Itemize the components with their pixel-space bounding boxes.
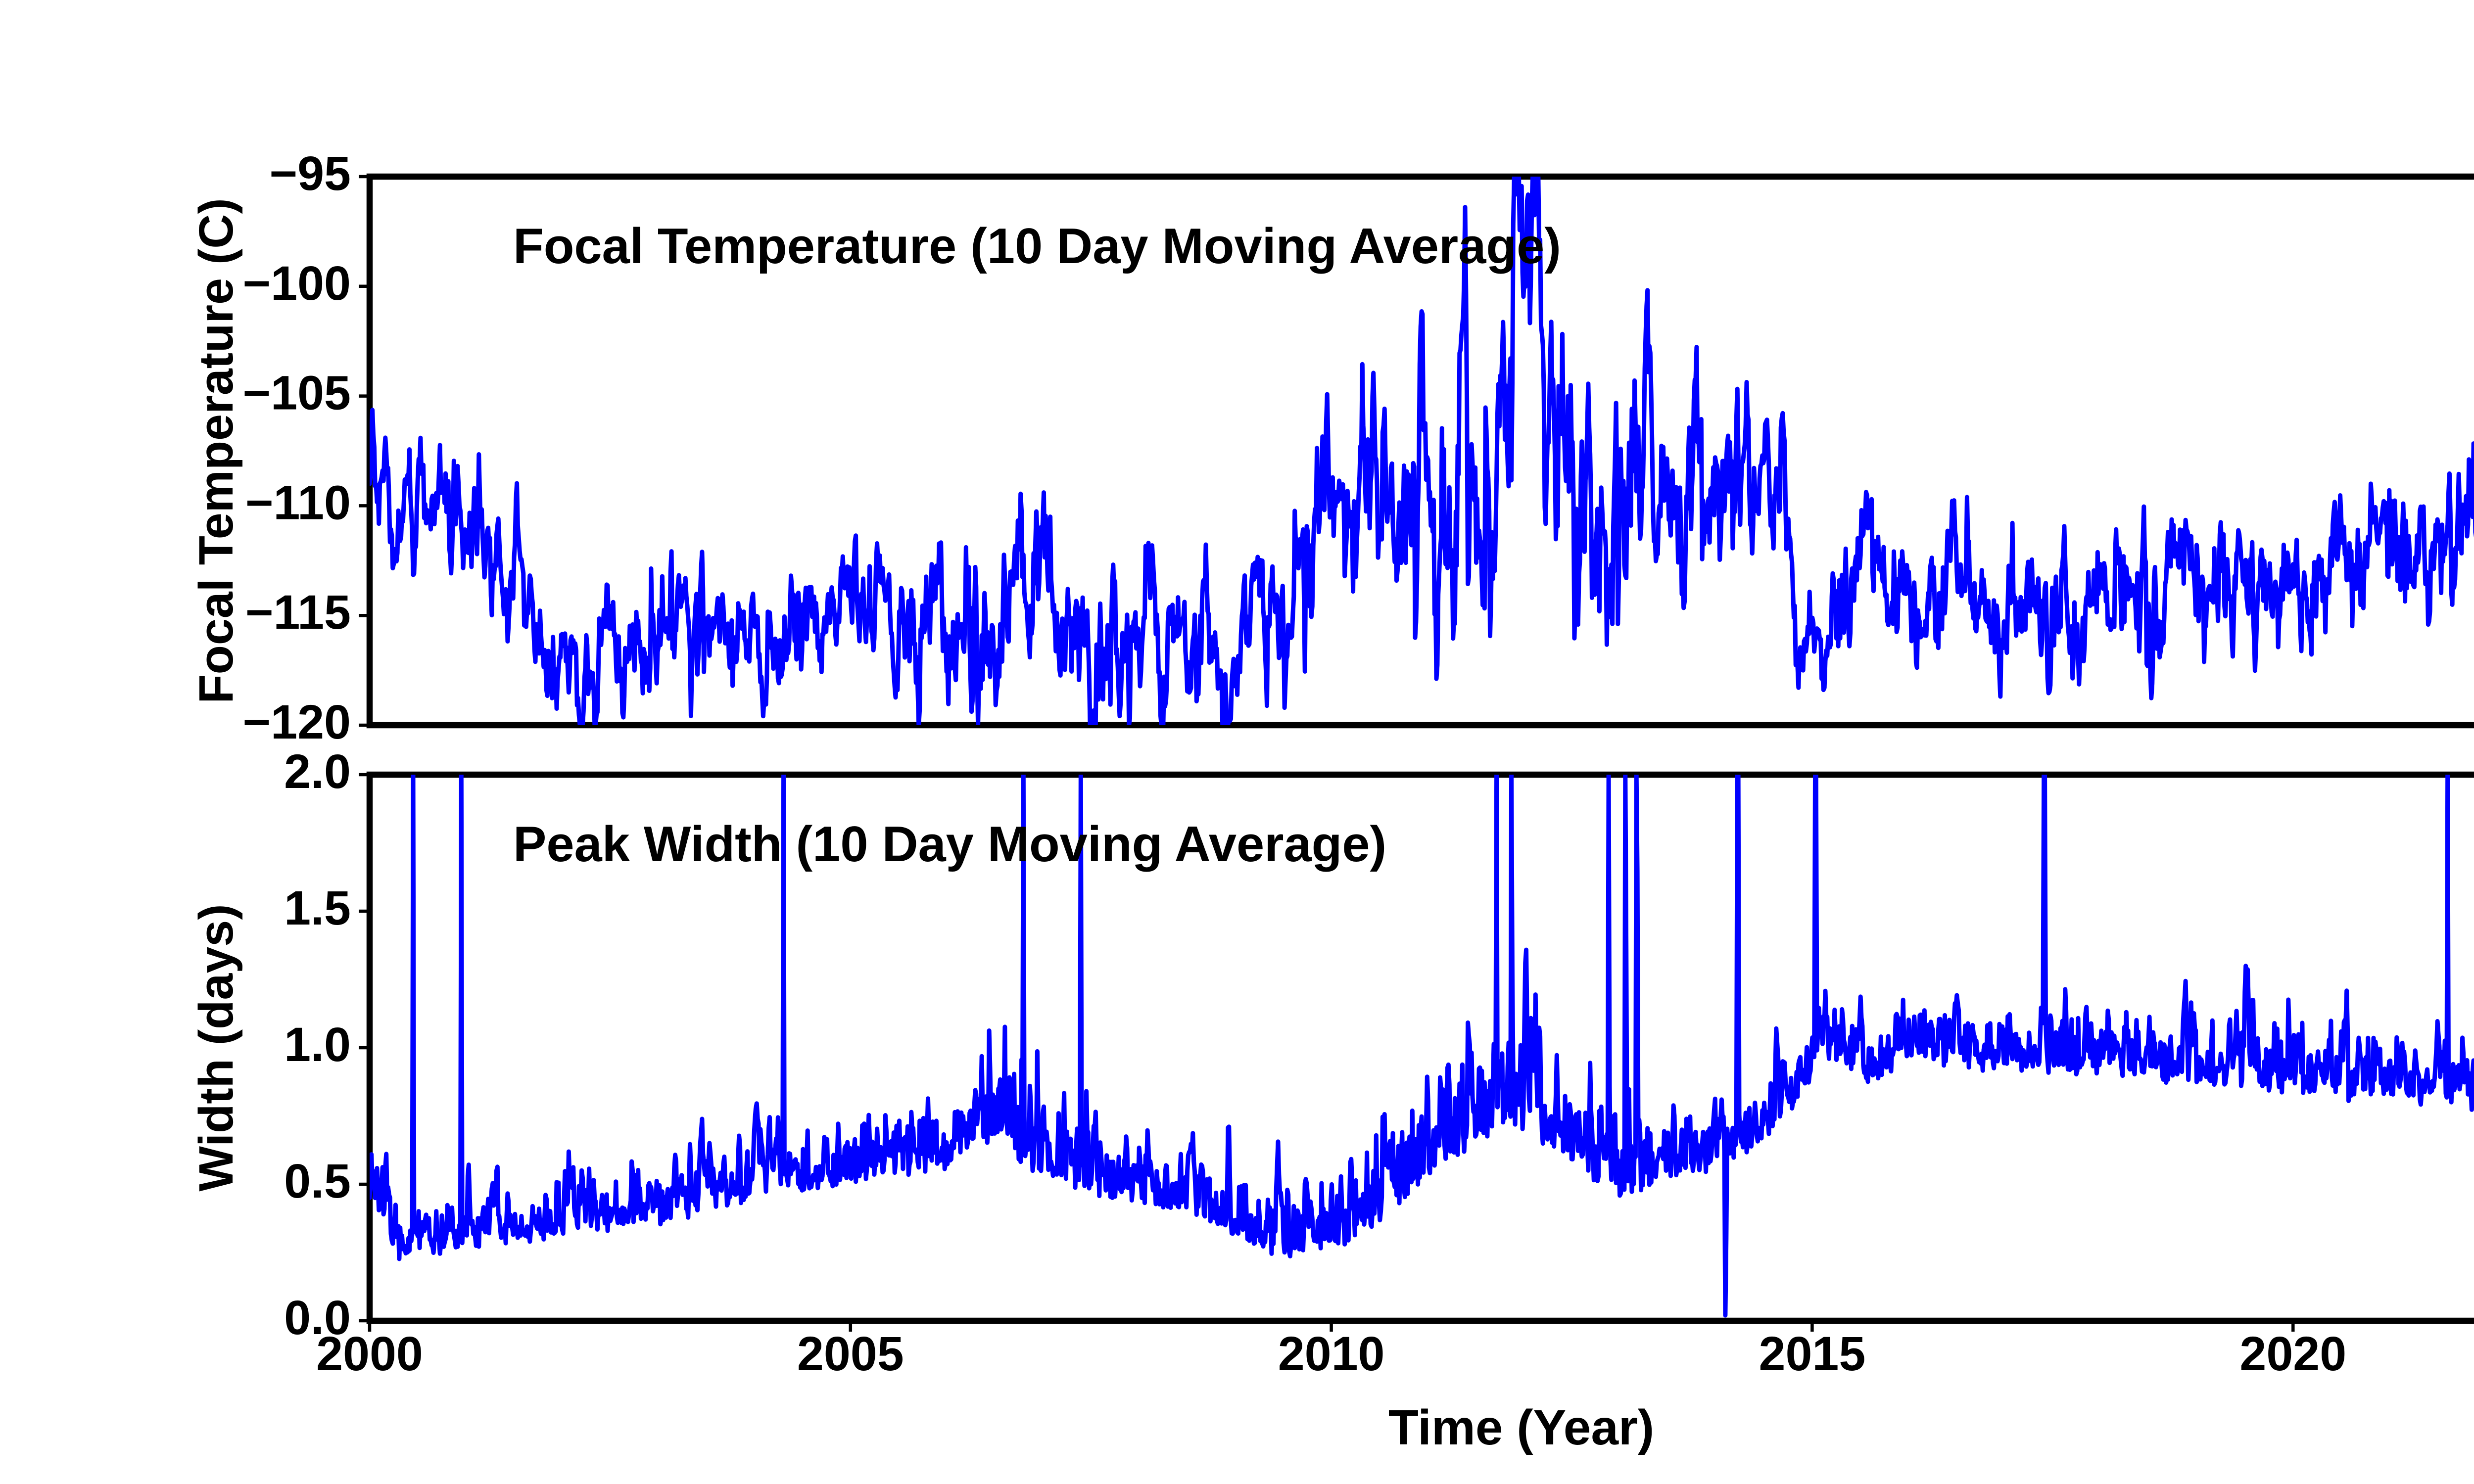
svg-text:−115: −115 (245, 585, 351, 639)
svg-text:Time (Year): Time (Year) (1388, 1400, 1654, 1455)
svg-text:2.0: 2.0 (284, 744, 351, 798)
svg-text:−120: −120 (243, 695, 351, 749)
svg-text:2000: 2000 (316, 1327, 423, 1381)
svg-text:2010: 2010 (1278, 1327, 1385, 1381)
svg-text:0.5: 0.5 (284, 1154, 351, 1208)
svg-text:Peak Width (10 Day Moving Aver: Peak Width (10 Day Moving Average) (513, 817, 1386, 872)
svg-text:Width (days): Width (days) (189, 904, 243, 1191)
svg-text:−110: −110 (245, 475, 351, 529)
svg-text:Focal Temperature (C): Focal Temperature (C) (189, 198, 243, 703)
svg-text:−105: −105 (243, 366, 351, 420)
svg-text:1.5: 1.5 (284, 881, 351, 935)
svg-text:Focal Temperature (10 Day Movi: Focal Temperature (10 Day Moving Average… (513, 219, 1561, 274)
svg-text:−95: −95 (269, 146, 351, 200)
svg-text:1.0: 1.0 (284, 1018, 351, 1071)
svg-text:2020: 2020 (2239, 1327, 2346, 1381)
svg-text:2015: 2015 (1759, 1327, 1866, 1381)
svg-text:−100: −100 (243, 256, 351, 310)
svg-text:2005: 2005 (797, 1327, 904, 1381)
